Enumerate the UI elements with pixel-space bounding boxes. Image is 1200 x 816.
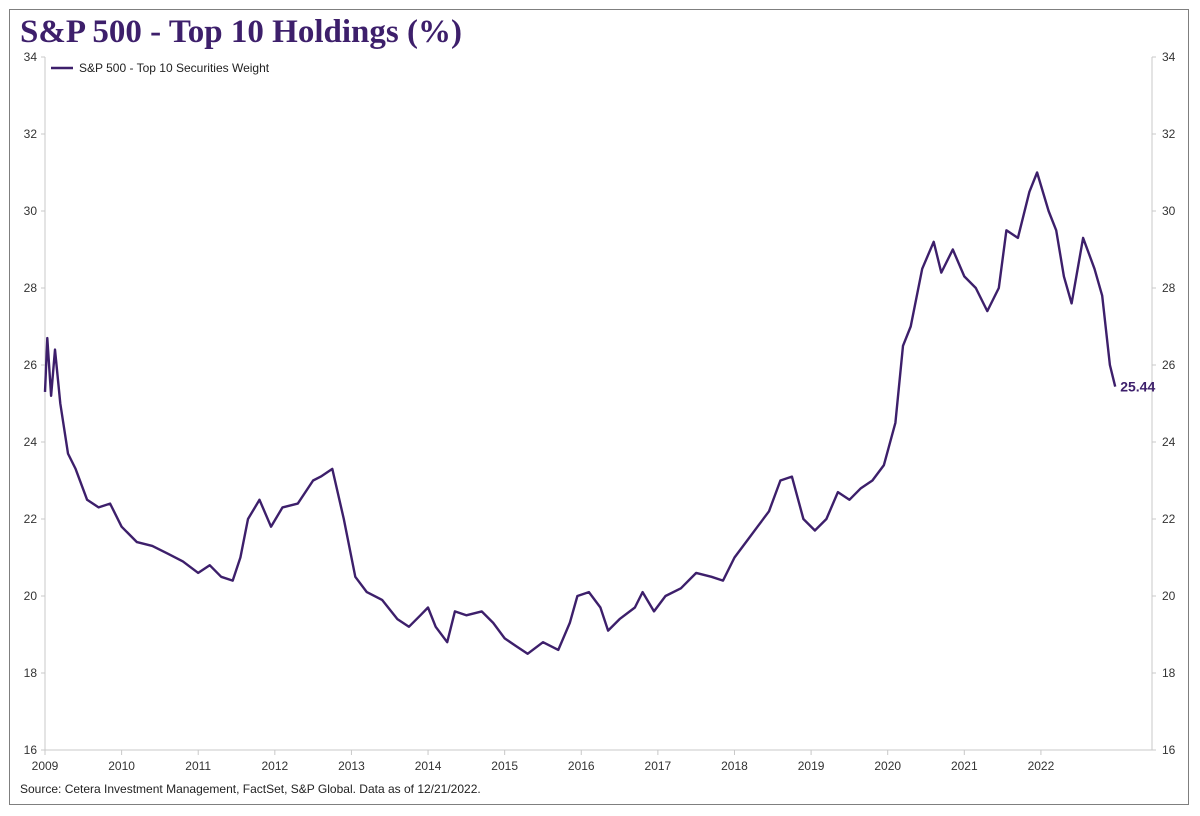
- x-tick-label: 2013: [338, 759, 365, 773]
- y-tick-label-left: 24: [24, 435, 38, 449]
- last-value-label: 25.44: [1120, 379, 1155, 395]
- y-tick-label-right: 16: [1162, 743, 1176, 757]
- x-tick-label: 2010: [108, 759, 135, 773]
- y-tick-label-right: 34: [1162, 50, 1176, 64]
- x-tick-label: 2009: [32, 759, 59, 773]
- y-tick-label-right: 30: [1162, 204, 1176, 218]
- legend-label: S&P 500 - Top 10 Securities Weight: [79, 61, 270, 75]
- y-tick-label-right: 18: [1162, 666, 1176, 680]
- y-tick-label-right: 26: [1162, 358, 1176, 372]
- x-tick-label: 2017: [645, 759, 672, 773]
- source-note: Source: Cetera Investment Management, Fa…: [20, 782, 481, 796]
- x-tick-label: 2014: [415, 759, 442, 773]
- chart-frame: [9, 9, 1189, 805]
- y-tick-label-right: 22: [1162, 512, 1176, 526]
- y-tick-label-left: 18: [24, 666, 38, 680]
- x-tick-label: 2020: [874, 759, 901, 773]
- x-tick-label: 2021: [951, 759, 978, 773]
- x-tick-label: 2022: [1028, 759, 1055, 773]
- series-line: [43, 171, 1117, 655]
- y-tick-label-left: 26: [24, 358, 38, 372]
- y-tick-label-right: 32: [1162, 127, 1176, 141]
- chart-title: S&P 500 - Top 10 Holdings (%): [20, 14, 462, 50]
- x-tick-label: 2016: [568, 759, 595, 773]
- x-tick-label: 2018: [721, 759, 748, 773]
- y-tick-label-right: 24: [1162, 435, 1176, 449]
- y-tick-label-left: 22: [24, 512, 38, 526]
- y-tick-label-left: 34: [24, 50, 38, 64]
- y-tick-label-right: 28: [1162, 281, 1176, 295]
- y-tick-label-left: 32: [24, 127, 38, 141]
- y-tick-label-left: 30: [24, 204, 38, 218]
- y-tick-label-left: 20: [24, 589, 38, 603]
- y-tick-label-left: 28: [24, 281, 38, 295]
- x-tick-label: 2019: [798, 759, 825, 773]
- x-tick-label: 2011: [185, 759, 211, 773]
- y-tick-label-right: 20: [1162, 589, 1176, 603]
- x-tick-label: 2012: [261, 759, 288, 773]
- x-tick-label: 2015: [491, 759, 518, 773]
- y-tick-label-left: 16: [24, 743, 38, 757]
